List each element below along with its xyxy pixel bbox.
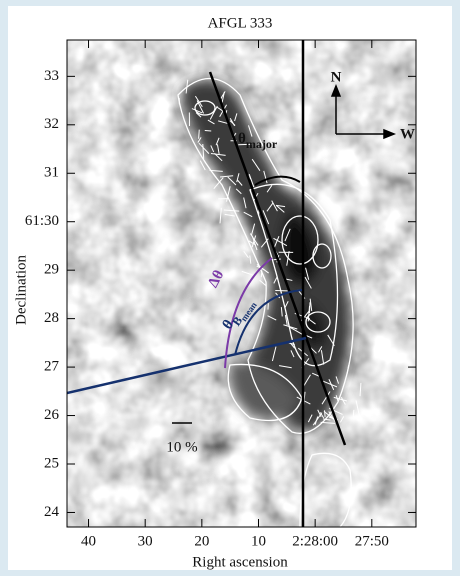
title: AFGL 333 xyxy=(208,15,273,31)
polarization-vector xyxy=(199,130,200,139)
y-tick-label: 25 xyxy=(44,455,59,471)
y-axis-label: Declination xyxy=(13,255,29,325)
polarization-vector xyxy=(261,271,262,278)
north-label: N xyxy=(331,69,342,85)
y-tick-label: 24 xyxy=(44,504,60,520)
y-tick-label: 26 xyxy=(44,407,60,423)
scale-label: 10 % xyxy=(166,439,197,455)
figure: AFGL 333 Right ascension Declination θma… xyxy=(0,0,460,576)
image-area xyxy=(67,40,416,527)
y-tick-label: 33 xyxy=(44,68,59,84)
x-tick-label: 10 xyxy=(251,533,266,549)
polarization-vector xyxy=(353,410,354,417)
y-tick-label: 31 xyxy=(44,165,59,181)
y-tick-label: 27 xyxy=(44,359,60,375)
x-tick-label: 27:50 xyxy=(355,533,389,549)
y-tick-label: 29 xyxy=(44,262,59,278)
x-tick-label: 30 xyxy=(138,533,153,549)
y-tick-label: 32 xyxy=(44,116,59,132)
x-tick-label: 20 xyxy=(194,533,209,549)
y-tick-label: 28 xyxy=(44,310,59,326)
x-tick-label: 40 xyxy=(81,533,96,549)
x-tick-label: 2:28:00 xyxy=(292,533,338,549)
west-label: W xyxy=(400,126,415,142)
y-tick-label: 61:30 xyxy=(25,213,59,229)
x-axis-label: Right ascension xyxy=(192,554,288,570)
